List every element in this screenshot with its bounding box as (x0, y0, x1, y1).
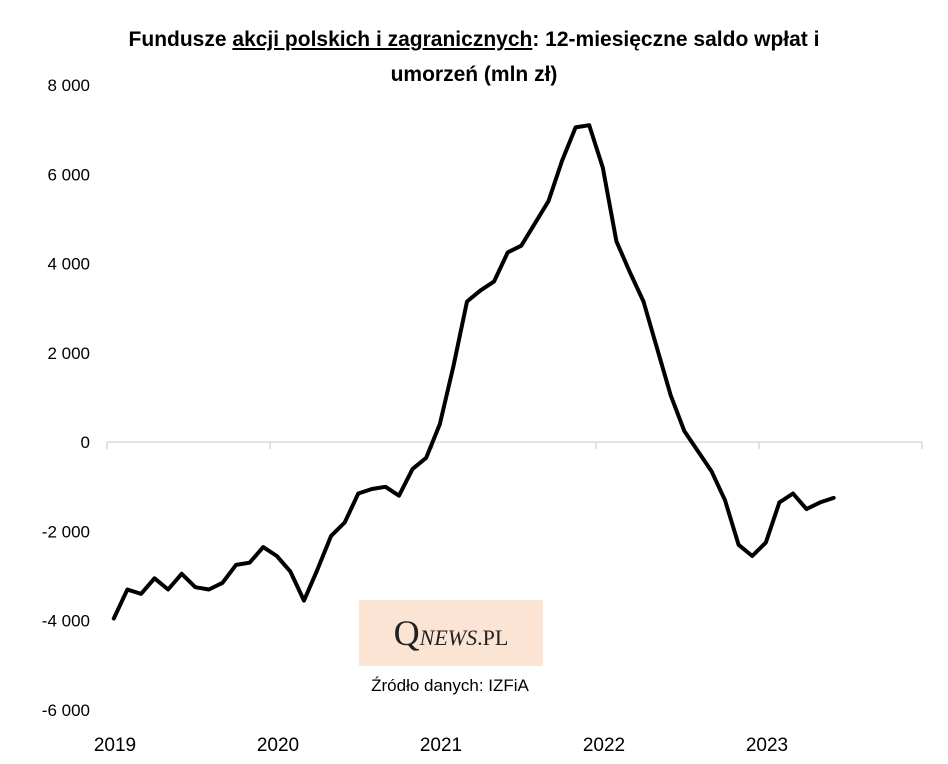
title-suffix: : 12-miesięczne saldo wpłat i (532, 28, 820, 51)
chart-title-line-2: umorzeń (mln zł) (390, 63, 558, 86)
logo-pl: .PL (477, 625, 509, 650)
y-tick-label: 6 000 (47, 165, 90, 184)
logo-news: NEWS (419, 625, 478, 650)
title-prefix: Fundusze (128, 28, 233, 51)
y-axis-ticks: 8 000 6 000 4 000 2 000 0 -2 000 -4 000 -6 000 (42, 76, 90, 720)
data-source-note: Źródło danych: IZFiA (371, 676, 529, 695)
x-tick-label: 2022 (583, 735, 625, 756)
y-tick-label: -2 000 (42, 522, 90, 541)
x-tick-label: 2019 (94, 735, 136, 756)
title-underlined: akcji polskich i zagranicznych (232, 28, 533, 51)
logo-q: Q (393, 613, 420, 653)
y-tick-label: -4 000 (42, 612, 90, 631)
y-tick-label: 2 000 (47, 344, 90, 363)
x-tick-label: 2021 (420, 735, 462, 756)
series-line (111, 123, 836, 621)
y-tick-label: 4 000 (47, 255, 90, 274)
x-tick-label: 2020 (257, 735, 299, 756)
y-tick-label: 0 (81, 433, 90, 452)
y-tick-label: -6 000 (42, 701, 90, 720)
qnews-logo: QNEWS.PL (359, 600, 543, 666)
chart-title-line-1: Fundusze akcji polskich i zagranicznych:… (0, 28, 948, 52)
y-tick-label: 8 000 (47, 76, 90, 95)
x-axis-ticks (106, 442, 923, 450)
x-tick-label: 2023 (746, 735, 788, 756)
x-axis-labels: 2019 2020 2021 2022 2023 (94, 735, 788, 756)
